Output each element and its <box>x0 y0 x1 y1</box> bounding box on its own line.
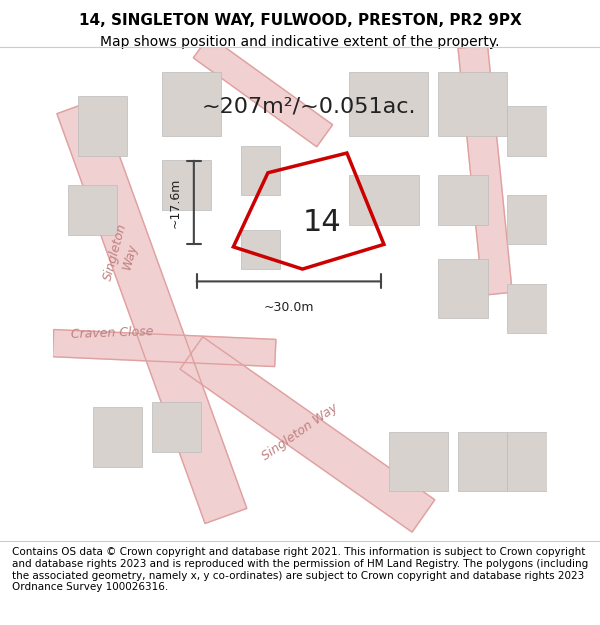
Bar <box>92 408 142 466</box>
Bar <box>241 229 280 269</box>
Bar <box>152 402 201 452</box>
Bar <box>162 161 211 210</box>
Text: ~207m²/~0.051ac.: ~207m²/~0.051ac. <box>201 96 416 116</box>
Bar <box>349 71 428 136</box>
Text: Map shows position and indicative extent of the property.: Map shows position and indicative extent… <box>100 35 500 49</box>
Bar <box>438 259 488 318</box>
Polygon shape <box>180 337 435 532</box>
Text: Singleton
Way: Singleton Way <box>101 222 143 286</box>
Bar <box>508 432 547 491</box>
Bar <box>438 175 488 224</box>
Text: ~17.6m: ~17.6m <box>169 177 181 227</box>
Text: 14: 14 <box>302 208 341 237</box>
Bar <box>68 185 118 234</box>
Polygon shape <box>193 36 332 147</box>
Bar <box>162 71 221 136</box>
Bar <box>458 432 508 491</box>
Bar <box>349 175 419 224</box>
Polygon shape <box>53 329 276 367</box>
Bar <box>389 432 448 491</box>
Bar <box>508 284 547 333</box>
Bar <box>508 195 547 244</box>
Bar <box>78 96 127 156</box>
Polygon shape <box>57 99 247 524</box>
Bar <box>241 146 280 195</box>
Text: Singleton Way: Singleton Way <box>260 401 340 463</box>
Text: ~30.0m: ~30.0m <box>263 301 314 314</box>
Text: 14, SINGLETON WAY, FULWOOD, PRESTON, PR2 9PX: 14, SINGLETON WAY, FULWOOD, PRESTON, PR2… <box>79 13 521 28</box>
Bar <box>438 71 508 136</box>
Text: Craven Close: Craven Close <box>71 325 154 341</box>
Bar <box>508 106 547 156</box>
Text: Contains OS data © Crown copyright and database right 2021. This information is : Contains OS data © Crown copyright and d… <box>12 548 588 592</box>
Polygon shape <box>458 46 512 295</box>
